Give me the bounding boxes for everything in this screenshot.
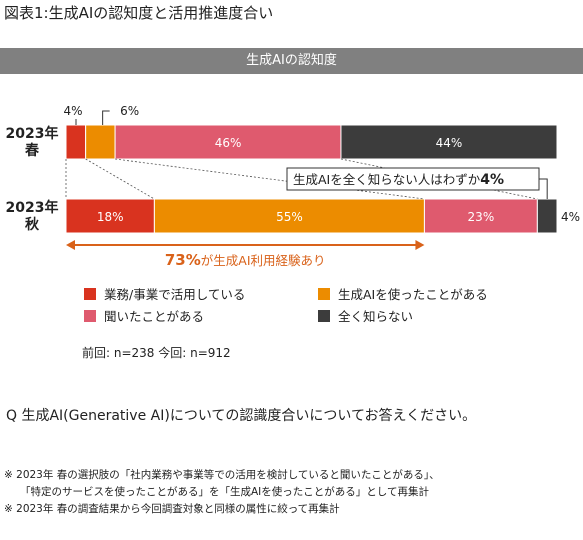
data-label: 44%: [436, 136, 463, 150]
leader-line: [102, 110, 110, 125]
data-label: 46%: [215, 136, 242, 150]
footnotes: ※ 2023年 春の選択肢の「社内業務や事業等での活用を検討していると聞いたこと…: [4, 467, 440, 518]
bar-segment: [85, 124, 116, 160]
row-label-season: 春: [24, 142, 40, 159]
footnote-line: ※ 2023年 春の調査結果から今回調査対象と同様の属性に絞って再集計: [4, 503, 340, 515]
bar-segment: [65, 124, 87, 160]
data-label: 6%: [120, 104, 139, 118]
bar-segment: [340, 124, 558, 160]
range-arrow-head-left: [66, 240, 75, 250]
legend-swatch: [84, 287, 96, 300]
footnote-line: ※ 2023年 春の選択肢の「社内業務や事業等での活用を検討していると聞いたこと…: [4, 469, 440, 481]
sample-sizes: 前回: n=238 今回: n=912: [82, 346, 231, 360]
footnote-line: 「特定のサービスを使ったことがある」を「生成AIを使ったことがある」として再集計: [20, 486, 429, 498]
legend-label: 全く知らない: [338, 309, 414, 324]
data-label: 4%: [561, 210, 580, 224]
data-label: 23%: [468, 210, 495, 224]
bar-segment: [65, 198, 155, 234]
data-label: 18%: [97, 210, 124, 224]
survey-question: Q 生成AI(Generative AI)についての認識度合いについてお答えくだ…: [6, 408, 477, 424]
legend-label: 生成AIを使ったことがある: [338, 287, 488, 302]
legend-item-heard-of: 聞いたことがある: [84, 306, 204, 325]
callout-text: 生成AIを全く知らない人はわずか4%: [293, 172, 504, 188]
row-label-year: 2023年: [6, 125, 59, 142]
range-arrow-head-right: [415, 240, 425, 250]
legend-swatch: [318, 287, 330, 300]
legend-item-using-at-work: 業務/事業で活用している: [84, 284, 245, 303]
legend-item-unaware: 全く知らない: [318, 306, 413, 325]
connector-line: [85, 158, 155, 200]
legend-item-used-genai: 生成AIを使ったことがある: [318, 284, 488, 303]
row-label-season: 秋: [25, 216, 40, 233]
bar-segment: [536, 198, 558, 234]
row-label-year: 2023年: [6, 199, 59, 216]
figure-title: 図表1:生成AIの認知度と活用推進度合い: [4, 4, 274, 22]
legend-swatch: [84, 309, 96, 322]
callout-leader: [539, 178, 548, 199]
experience-callout: 73%が生成AI利用経験あり: [165, 251, 326, 269]
legend-label: 業務/事業で活用している: [104, 287, 246, 302]
bar-segment: [114, 124, 342, 160]
bar-segment: [423, 198, 538, 234]
data-label: 55%: [276, 210, 303, 224]
legend-label: 聞いたことがある: [104, 309, 205, 324]
chart-banner: 生成AIの認知度: [0, 48, 583, 74]
data-label: 4%: [63, 104, 82, 118]
legend-swatch: [318, 309, 330, 322]
